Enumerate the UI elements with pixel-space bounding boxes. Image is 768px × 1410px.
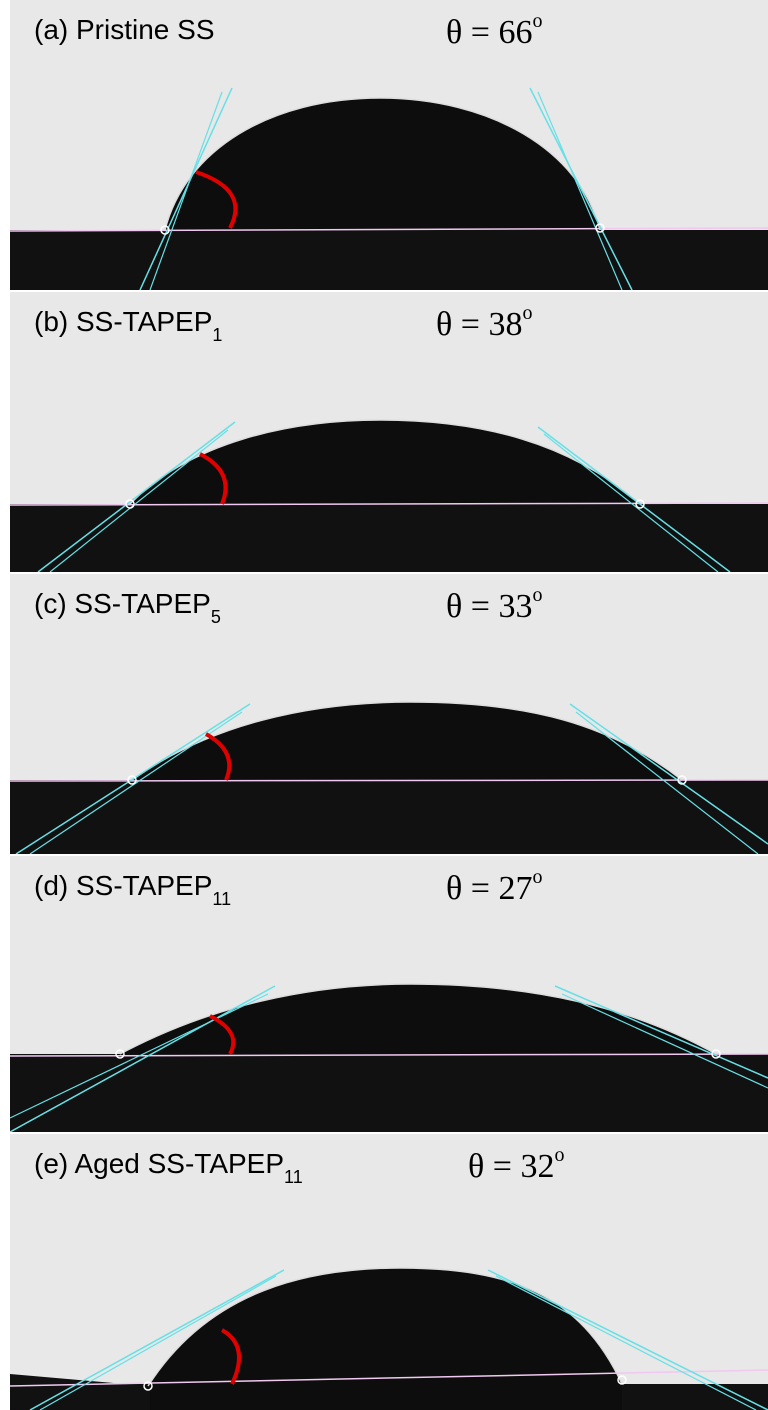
contact-angle-value: θ = 38o xyxy=(436,302,533,343)
contact-angle-value: θ = 66o xyxy=(446,10,543,51)
panel-c: (c) SS-TAPEP5 θ = 33o xyxy=(10,574,768,854)
droplet-image xyxy=(10,574,768,854)
panel-label: (b) SS-TAPEP1 xyxy=(34,306,223,345)
contact-angle-arc xyxy=(220,1328,241,1385)
contact-angle-arc xyxy=(195,170,238,229)
droplet-image xyxy=(10,1134,768,1410)
panel-label: (a) Pristine SS xyxy=(34,14,215,45)
panel-label: (e) Aged SS-TAPEP11 xyxy=(34,1148,303,1187)
contact-angle-value: θ = 33o xyxy=(446,584,543,625)
contact-angle-value: θ = 32o xyxy=(468,1144,565,1185)
droplet-image xyxy=(10,292,768,572)
panel-d: (d) SS-TAPEP11 θ = 27o xyxy=(10,856,768,1132)
contact-angle-arc xyxy=(204,732,232,781)
contact-angle-value: θ = 27o xyxy=(446,866,543,907)
contact-angle-arc xyxy=(199,452,228,505)
droplet-image xyxy=(10,856,768,1132)
panel-b: (b) SS-TAPEP1 θ = 38o xyxy=(10,292,768,572)
contact-angle-arc xyxy=(209,1014,236,1055)
panel-e: (e) Aged SS-TAPEP11 θ = 32o xyxy=(10,1134,768,1410)
panel-label: (d) SS-TAPEP11 xyxy=(34,870,232,909)
panel-a: (a) Pristine SS θ = 66o xyxy=(10,0,768,290)
droplet-image xyxy=(10,0,768,290)
panel-label: (c) SS-TAPEP5 xyxy=(34,588,221,627)
